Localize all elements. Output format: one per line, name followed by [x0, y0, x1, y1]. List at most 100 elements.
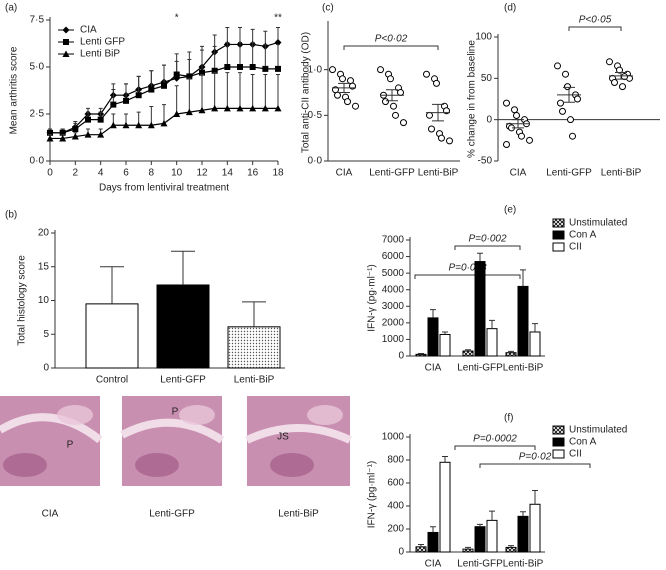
point [562, 70, 569, 78]
y-axis-label: % change in from baseline [467, 40, 478, 158]
x-tick-label: Lenti-BiP [503, 559, 544, 570]
y-tick-label: 200 [387, 524, 404, 535]
bar [439, 333, 451, 357]
bar [415, 353, 427, 357]
y-tick-label: 600 [387, 478, 404, 489]
annotation: P=0·002 [468, 234, 507, 245]
point [377, 66, 384, 74]
error-bar [465, 546, 471, 550]
y-tick-label: 1·0 [308, 64, 323, 75]
error-bar [250, 74, 255, 109]
bar [227, 326, 281, 369]
legend-label: CII [569, 242, 582, 253]
image-caption: CIA [42, 509, 59, 520]
y-tick-label: 400 [387, 501, 404, 512]
point [329, 66, 336, 74]
y-tick-label: 0 [486, 114, 492, 125]
sem-bar [512, 119, 524, 129]
error-bar [149, 70, 154, 90]
panel-label: (c) [322, 3, 334, 14]
error-bar [212, 45, 217, 71]
bar [156, 284, 210, 369]
point [392, 111, 399, 119]
bar [462, 350, 474, 357]
point [503, 99, 510, 107]
point [382, 98, 389, 106]
bracket [343, 45, 439, 50]
point [122, 121, 130, 129]
bar [427, 317, 439, 357]
point [148, 86, 155, 93]
x-tick-label: 10 [171, 168, 183, 179]
bar [517, 515, 529, 553]
error-bar [263, 74, 268, 109]
annotation: * [175, 13, 179, 24]
annotation: ** [274, 13, 282, 24]
point [236, 104, 244, 112]
annotation: P=0·02 [519, 452, 552, 463]
error-bar [418, 544, 424, 547]
bar [486, 328, 498, 357]
y-tick-label: -50 [478, 156, 493, 167]
point [390, 102, 397, 110]
point [426, 111, 433, 119]
legend-label: Con A [569, 437, 597, 448]
tissue [135, 453, 179, 477]
y-tick-label: 4000 [382, 284, 405, 295]
point [135, 121, 143, 129]
point [557, 99, 564, 107]
point [616, 66, 623, 74]
point [147, 121, 155, 129]
x-tick-label: Lenti-GFP [457, 559, 503, 570]
sem-bar [615, 72, 627, 80]
x-tick-label: CIA [510, 168, 527, 179]
error-bar [276, 74, 280, 109]
bar [415, 546, 427, 553]
y-tick-label: 3000 [382, 301, 405, 312]
error-bar [238, 42, 242, 67]
point [275, 65, 281, 72]
point [352, 102, 359, 110]
sem-bar [386, 89, 398, 102]
legend-swatch [552, 218, 565, 228]
y-tick-label: 0·0 [308, 156, 323, 167]
bar [505, 546, 517, 553]
point [224, 64, 231, 70]
error-bar [225, 72, 230, 109]
x-tick-label: CIA [425, 559, 442, 570]
point [223, 104, 231, 112]
error-bar [520, 269, 526, 287]
legend-label: Unstimulated [569, 425, 627, 436]
legend-label: CIA [80, 25, 97, 36]
point [428, 125, 435, 133]
point [237, 64, 243, 70]
error-bar [171, 250, 195, 285]
bar [462, 548, 474, 553]
legend-marker [62, 26, 70, 34]
panel-label: (a) [5, 3, 17, 14]
bracket [454, 245, 521, 250]
point [446, 137, 453, 145]
legend-label: Con A [569, 230, 597, 241]
bar [474, 261, 486, 357]
error-bar [520, 511, 526, 517]
point [569, 132, 576, 140]
bracket [414, 274, 521, 279]
error-bar [442, 456, 448, 463]
y-tick-label: 50 [481, 73, 493, 84]
tissue [57, 405, 93, 425]
tissue [120, 418, 225, 444]
y-tick-label: 2·5 [30, 109, 45, 120]
x-tick-label: 16 [247, 168, 259, 179]
x-tick-label: 18 [272, 168, 284, 179]
bar [439, 461, 451, 553]
point [110, 101, 117, 108]
point [97, 131, 105, 138]
point [554, 62, 561, 70]
point [574, 95, 581, 103]
error-bar [430, 309, 436, 318]
point [72, 126, 79, 133]
y-axis-label: IFN-γ (pg·ml⁻¹) [367, 264, 378, 332]
legend-swatch [552, 242, 565, 252]
